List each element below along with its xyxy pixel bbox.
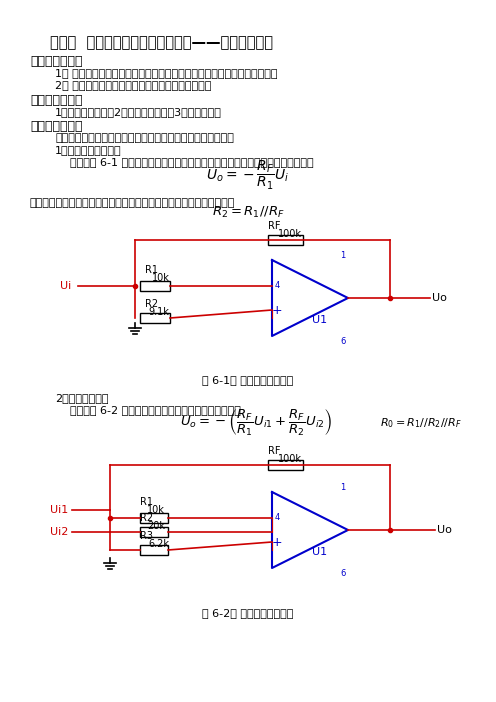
Text: +: + (272, 536, 282, 548)
Text: 图 6-1	 反相比例运算电路: 图 6-1 反相比例运算电路 (202, 375, 294, 385)
Text: 1: 1 (340, 482, 346, 491)
Text: 1、双踪示波器；	2、数字万用表；	3、信号发生器: 1、双踪示波器； 2、数字万用表； 3、信号发生器 (55, 107, 222, 117)
Text: $R_2 = R_1//R_F$: $R_2 = R_1//R_F$ (212, 204, 284, 220)
Text: 100k: 100k (278, 229, 302, 239)
Bar (140, 313, 170, 323)
Text: 1: 1 (340, 251, 346, 260)
Text: Uo: Uo (432, 293, 447, 303)
Text: Ui2: Ui2 (50, 527, 68, 537)
Text: R2: R2 (145, 299, 158, 309)
Text: 图 6-2	 反相加法运算电路: 图 6-2 反相加法运算电路 (202, 608, 294, 618)
Text: 2）反相加法电路: 2）反相加法电路 (55, 393, 109, 403)
Text: 一、	实验目的: 一、 实验目的 (30, 55, 82, 68)
Bar (140, 281, 170, 291)
Text: 6: 6 (340, 336, 346, 345)
Text: U1: U1 (312, 315, 327, 325)
Bar (140, 545, 168, 555)
Bar (140, 527, 168, 537)
Text: $R_0 = R_1//R_2//R_F$: $R_0 = R_1//R_2//R_F$ (380, 416, 462, 430)
Text: R1: R1 (145, 265, 158, 275)
Text: Uo: Uo (437, 525, 452, 535)
Bar (140, 513, 168, 523)
Text: 6: 6 (340, 569, 346, 578)
Bar (268, 235, 303, 245)
Text: Ui1: Ui1 (50, 505, 68, 515)
Text: 10k: 10k (147, 505, 165, 515)
Text: 4: 4 (274, 513, 280, 522)
Text: 电路如图 6-2 所示，输出电压与输入电压之间的关系为:: 电路如图 6-2 所示，输出电压与输入电压之间的关系为: (70, 405, 245, 415)
Bar (268, 460, 303, 470)
Text: R1: R1 (140, 497, 153, 507)
Text: 20k: 20k (147, 521, 165, 531)
Text: $U_o = -\left(\dfrac{R_F}{R_1}U_{i1} + \dfrac{R_F}{R_2}U_{i2}\right)$: $U_o = -\left(\dfrac{R_F}{R_1}U_{i1} + \… (180, 408, 333, 438)
Text: R3: R3 (140, 531, 153, 541)
Text: 4: 4 (274, 282, 280, 291)
Text: 在线性应用方面，可组成比例、加法、减法的模拟运算电路。: 在线性应用方面，可组成比例、加法、减法的模拟运算电路。 (55, 133, 234, 143)
Text: 电路如图 6-1 所示，对于理想运放，该电路的输出电压与输入电压之间的关系为: 电路如图 6-1 所示，对于理想运放，该电路的输出电压与输入电压之间的关系为 (70, 157, 313, 167)
Text: RF: RF (268, 446, 281, 456)
Text: Ui: Ui (60, 281, 71, 291)
Text: $U_o = -\dfrac{R_F}{R_1}U_i$: $U_o = -\dfrac{R_F}{R_1}U_i$ (206, 159, 290, 192)
Text: 9.1k: 9.1k (148, 307, 169, 317)
Text: 6.2k: 6.2k (148, 539, 169, 549)
Text: 三、	实验原理: 三、 实验原理 (30, 120, 82, 133)
Text: 10k: 10k (152, 273, 170, 283)
Text: 实验六  集成运算放大器的基本应用——模拟运算电路: 实验六 集成运算放大器的基本应用——模拟运算电路 (50, 35, 273, 50)
Text: 1）反相比例运算电路: 1）反相比例运算电路 (55, 145, 122, 155)
Text: 100k: 100k (278, 454, 302, 464)
Text: R2: R2 (140, 513, 153, 523)
Text: 2、 了解运算放大器在实际应用时应考虑的有些问题: 2、 了解运算放大器在实际应用时应考虑的有些问题 (55, 80, 211, 90)
Text: 二、	实验仪器: 二、 实验仪器 (30, 94, 82, 107)
Text: 为减小输入级偏置电流引起的运算误差，在同相输入端应接入平衡电阻: 为减小输入级偏置电流引起的运算误差，在同相输入端应接入平衡电阻 (30, 198, 236, 208)
Text: RF: RF (268, 221, 281, 231)
Text: +: + (272, 303, 282, 317)
Text: U1: U1 (312, 547, 327, 557)
Text: 1、 研究有集成运算放大器组成的比例、加法和减法等基本运算电路的功能: 1、 研究有集成运算放大器组成的比例、加法和减法等基本运算电路的功能 (55, 68, 277, 78)
